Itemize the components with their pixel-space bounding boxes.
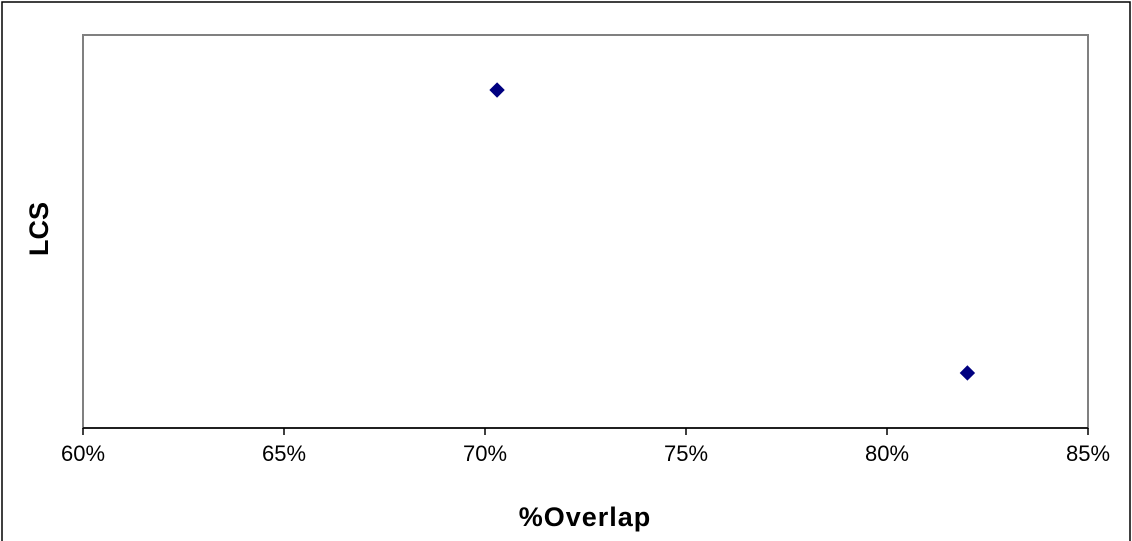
data-point-marker: [489, 82, 505, 98]
plot-area: [82, 34, 1089, 429]
x-tick-label: 80%: [865, 441, 909, 466]
x-tick-label: 75%: [664, 441, 708, 466]
data-markers: [489, 82, 976, 381]
x-tick-label: 65%: [262, 441, 306, 466]
x-ticks: [82, 428, 1089, 435]
x-axis: 60% 65% 70% 75% 80% 85%: [61, 427, 1110, 466]
y-axis-title: LCS: [24, 202, 54, 256]
x-tick-labels: 60% 65% 70% 75% 80% 85%: [61, 441, 1110, 466]
data-point-marker: [959, 365, 976, 381]
x-tick-label: 70%: [463, 441, 507, 466]
x-tick-label: 85%: [1066, 441, 1110, 466]
x-tick-label: 60%: [61, 441, 105, 466]
x-axis-title: %Overlap: [519, 502, 652, 532]
